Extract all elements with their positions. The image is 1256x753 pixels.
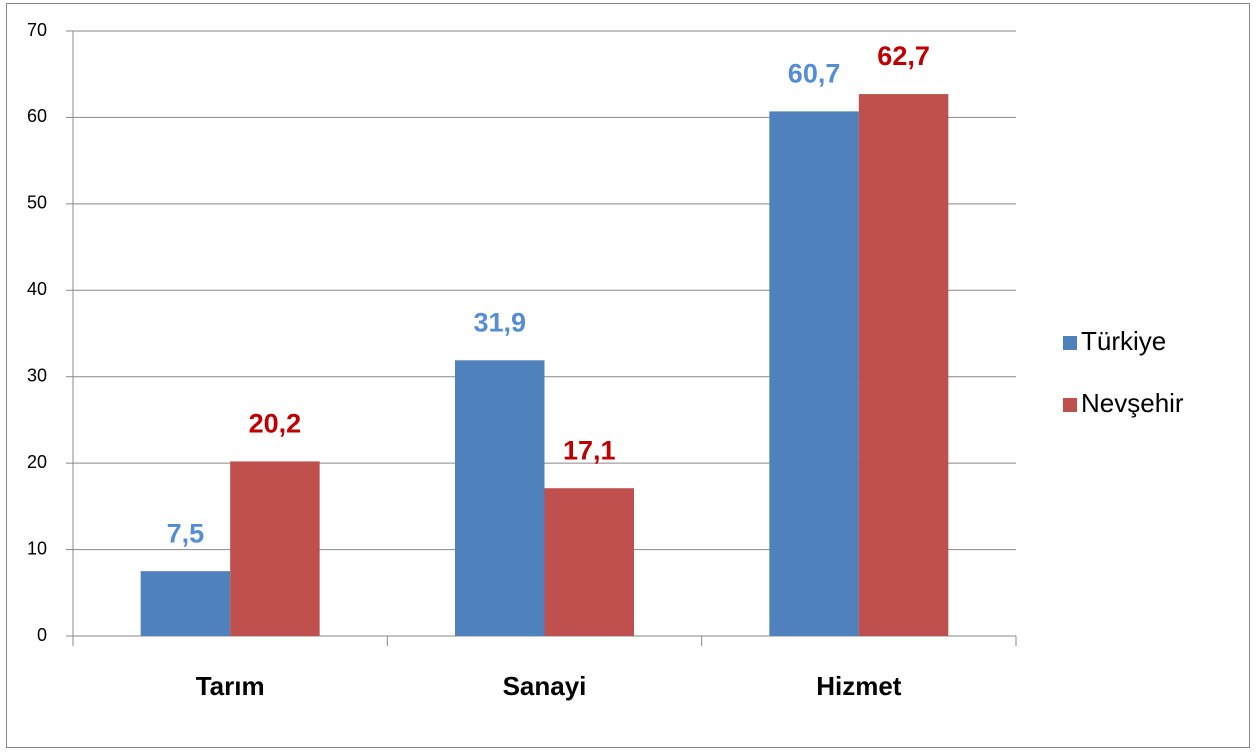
y-tick-label: 30 xyxy=(27,365,47,385)
data-label: 62,7 xyxy=(877,41,930,71)
data-label: 60,7 xyxy=(788,59,841,89)
legend-label: Türkiye xyxy=(1081,326,1166,356)
y-tick-label: 20 xyxy=(27,452,47,472)
x-tick-label: Tarım xyxy=(196,671,265,701)
data-label: 31,9 xyxy=(473,307,526,337)
y-tick-label: 10 xyxy=(27,538,47,558)
legend-swatch xyxy=(1063,398,1077,412)
bar xyxy=(769,111,859,637)
y-tick-label: 70 xyxy=(27,20,47,40)
y-tick-label: 40 xyxy=(27,279,47,299)
data-label: 17,1 xyxy=(563,435,616,465)
legend-swatch xyxy=(1063,336,1077,350)
bar xyxy=(230,461,320,636)
data-label: 7,5 xyxy=(167,518,205,548)
bar xyxy=(858,94,949,637)
y-tick-label: 50 xyxy=(27,193,47,213)
legend-label: Nevşehir xyxy=(1081,388,1184,418)
bar xyxy=(455,360,545,636)
data-label: 20,2 xyxy=(249,409,302,439)
y-tick-label: 0 xyxy=(37,625,47,645)
bar xyxy=(544,488,634,636)
y-tick-label: 60 xyxy=(27,106,47,126)
x-tick-label: Hizmet xyxy=(816,671,902,701)
x-tick-label: Sanayi xyxy=(503,671,587,701)
bar xyxy=(140,571,231,636)
